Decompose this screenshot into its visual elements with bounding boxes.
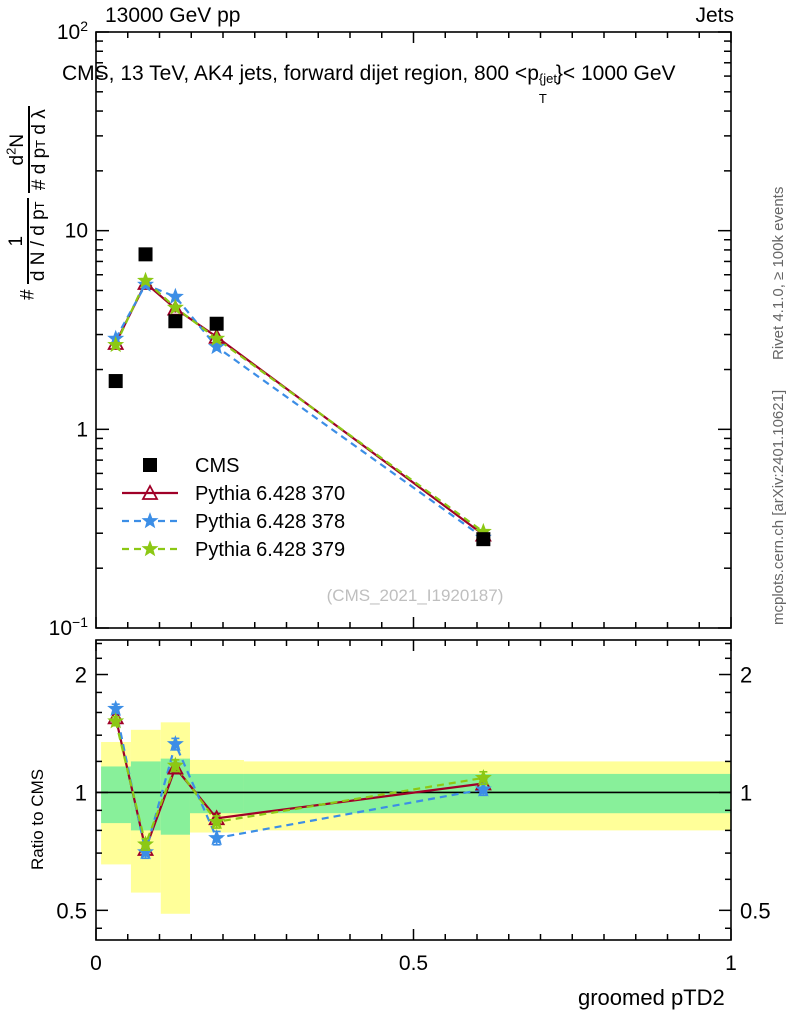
x-tick-label: 0.5 (399, 952, 428, 975)
data-marker-star (107, 712, 125, 729)
data-marker-star (141, 512, 159, 529)
legend-label-2: Pythia 6.428 378 (195, 511, 345, 533)
data-marker-star (137, 843, 155, 860)
y-tick-label: 1 (76, 418, 88, 441)
data-marker-square (168, 314, 183, 329)
y-tick-label: 10 (65, 220, 88, 243)
data-marker-star (208, 829, 226, 846)
plot-title: CMS, 13 TeV, AK4 jets, forward dijet reg… (62, 62, 676, 106)
plot-title-main: CMS, 13 TeV, AK4 jets, forward dijet reg… (62, 62, 539, 85)
ratio-tick-label: 1 (740, 780, 752, 805)
data-marker-star (141, 540, 159, 557)
ratio-tick-label: 0.5 (740, 898, 771, 923)
data-marker-star (474, 769, 492, 786)
data-marker-star (166, 298, 184, 315)
data-marker-square (108, 374, 123, 389)
plot-title-superscript: {jet (538, 71, 557, 86)
ratio-tick-label: 2 (740, 663, 752, 688)
data-marker-star (107, 699, 125, 717)
ratio-uncertainty-band-inner (101, 766, 131, 824)
ratio-uncertainty-band-inner (189, 773, 244, 814)
ratio-tick-label: 2 (75, 663, 87, 688)
data-marker-star (107, 335, 125, 353)
x-tick-label: 0 (90, 952, 102, 975)
y-tick-label: 10−1 (49, 614, 89, 640)
data-marker-triangle (141, 484, 159, 500)
data-marker-square (143, 458, 157, 472)
ratio-tick-label: 0.5 (56, 898, 87, 923)
data-marker-star (474, 780, 492, 797)
analysis-group-label: Jets (695, 4, 734, 27)
data-marker-star (208, 337, 226, 355)
data-marker-square (138, 247, 153, 262)
data-marker-square (476, 532, 491, 547)
data-marker-star (166, 735, 184, 752)
data-marker-star (208, 812, 226, 830)
beam-energy-label: 13000 GeV pp (105, 4, 241, 27)
series-line-pythia-6-428-378 (114, 283, 484, 539)
main-panel-frame (95, 31, 732, 629)
data-marker-star (137, 271, 155, 288)
data-marker-star (166, 756, 184, 773)
legend-label-3: Pythia 6.428 379 (195, 539, 345, 561)
x-axis-label: groomed pTD2 (578, 985, 725, 1010)
plot-title-tail: }< 1000 GeV (555, 62, 676, 85)
y-tick-label: 102 (57, 18, 88, 44)
plot-title-subscript: T (538, 91, 547, 106)
data-marker-star (208, 329, 226, 346)
ratio-tick-label: 1 (75, 780, 87, 805)
legend-label-1: Pythia 6.428 370 (195, 483, 345, 505)
data-marker-star (137, 835, 155, 852)
legend-label-0: CMS (195, 455, 239, 477)
x-tick-label: 1 (725, 952, 737, 975)
watermark-label: (CMS_2021_I1920187) (327, 586, 504, 605)
data-marker-square (209, 316, 224, 331)
